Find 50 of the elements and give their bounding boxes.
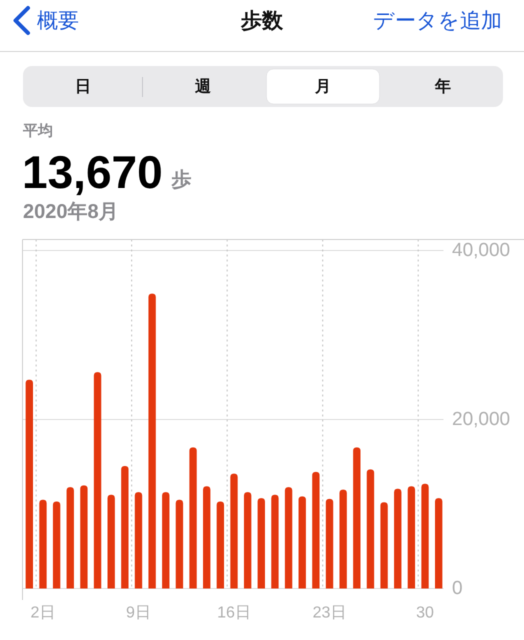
bar [380, 502, 388, 588]
text: 概要 [37, 10, 79, 32]
chart-subtitle: 2020年8月 [23, 201, 119, 223]
bar [326, 498, 334, 588]
bar [162, 492, 170, 588]
bar [271, 494, 279, 588]
bar [421, 484, 429, 588]
bar [244, 492, 252, 588]
bar [230, 474, 238, 588]
bar [189, 447, 197, 588]
bar [298, 496, 306, 588]
bar [258, 498, 265, 588]
text: 日 [75, 78, 91, 96]
x-tick-label: 16日 [217, 604, 251, 622]
bar [94, 372, 102, 588]
chart-title: 歩数 [240, 10, 284, 32]
bar [353, 447, 360, 588]
bar [80, 485, 88, 588]
bar [121, 466, 129, 588]
y-tick-label: 40,000 [452, 240, 510, 261]
y-tick-label: 20,000 [452, 408, 510, 430]
x-tick-label: 2日 [30, 604, 56, 622]
bar [176, 500, 184, 588]
bar [339, 490, 347, 588]
bar [408, 486, 416, 588]
bar [134, 492, 142, 588]
bar [52, 501, 60, 588]
bar [366, 469, 374, 588]
x-tick-label: 30 [416, 604, 434, 622]
text: 13,670 [22, 146, 163, 198]
bar [26, 380, 34, 588]
x-tick-label: 23日 [312, 604, 346, 622]
bar [284, 487, 292, 588]
bar [203, 486, 210, 588]
y-tick-label: 0 [452, 578, 463, 599]
bar [108, 494, 115, 588]
bar [66, 487, 74, 588]
text: 年 [434, 78, 451, 96]
text: 平均 [22, 122, 53, 140]
x-tick-label: 9日 [126, 604, 151, 622]
bar [312, 472, 320, 588]
text: 歩 [170, 169, 192, 191]
bar [216, 501, 224, 588]
text: 月 [314, 78, 331, 96]
bar [39, 500, 47, 588]
text: 週 [194, 78, 212, 96]
text: データを追加 [373, 10, 502, 32]
bar [434, 498, 442, 588]
bar [148, 294, 156, 588]
bar [394, 488, 402, 588]
